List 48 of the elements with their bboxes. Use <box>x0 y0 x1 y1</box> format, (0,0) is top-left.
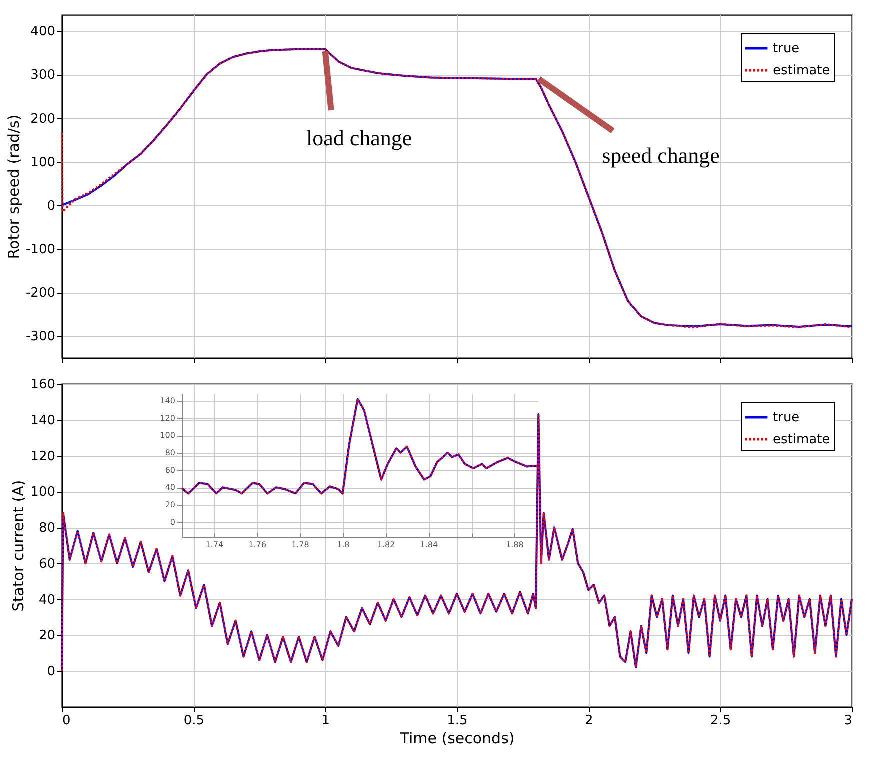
x-tick-label: 1.76 <box>248 540 266 550</box>
annotation: load change <box>306 125 412 150</box>
x-tick-label: 3 <box>844 714 852 728</box>
y-tick-label: 0 <box>47 198 56 214</box>
legend-label: true <box>773 410 800 426</box>
x-tick-label: 1.5 <box>447 714 468 728</box>
y-axis-title: Stator current (A) <box>10 480 28 612</box>
y-tick-label: 40 <box>38 592 56 608</box>
legend-label: true <box>773 42 800 56</box>
y-tick-label: 20 <box>38 628 56 644</box>
y-tick-label: -300 <box>26 330 56 345</box>
y-tick-label: 100 <box>30 485 56 500</box>
y-tick-label: 0 <box>47 664 56 680</box>
y-tick-label: 300 <box>30 68 56 84</box>
y-tick-label: 40 <box>165 483 176 492</box>
y-tick-label: 80 <box>38 521 56 536</box>
y-tick-label: 0 <box>170 518 176 527</box>
legend-label: estimate <box>773 432 830 448</box>
y-tick-label: 160 <box>30 378 56 392</box>
y-axis-title: Rotor speed (rad/s) <box>4 114 23 260</box>
x-tick-label: 2 <box>585 714 594 728</box>
y-tick-label: 100 <box>160 431 176 440</box>
x-tick-label: 1.8 <box>336 540 350 550</box>
x-tick-label: 0 <box>62 714 71 728</box>
x-tick-label: 2.5 <box>710 714 732 728</box>
x-tick-label: 0.5 <box>184 714 205 728</box>
x-tick-label: 1.78 <box>292 540 310 550</box>
x-tick-label: 1.82 <box>377 540 396 550</box>
annotation: speed change <box>602 143 720 168</box>
y-tick-label: 60 <box>38 556 56 572</box>
x-tick-label: 1 <box>322 714 330 728</box>
x-tick-label: 1.88 <box>506 540 524 550</box>
y-tick-label: 100 <box>30 155 56 170</box>
legend-label: estimate <box>773 64 830 78</box>
y-tick-label: 200 <box>30 112 56 127</box>
x-tick-label: 1.74 <box>206 540 224 550</box>
y-tick-label: 80 <box>165 448 176 458</box>
y-tick-label: 20 <box>165 500 176 510</box>
y-tick-label: 120 <box>30 449 56 464</box>
x-tick-label: 1.84 <box>420 540 438 550</box>
y-tick-label: 140 <box>30 413 56 428</box>
y-tick-label: -100 <box>26 242 56 258</box>
y-tick-label: 60 <box>165 466 176 475</box>
y-tick-label: 140 <box>160 396 176 406</box>
y-tick-label: 400 <box>30 24 56 40</box>
y-tick-label: -200 <box>26 286 56 302</box>
x-axis-title: Time (seconds) <box>399 730 515 748</box>
y-tick-label: 120 <box>160 414 176 423</box>
